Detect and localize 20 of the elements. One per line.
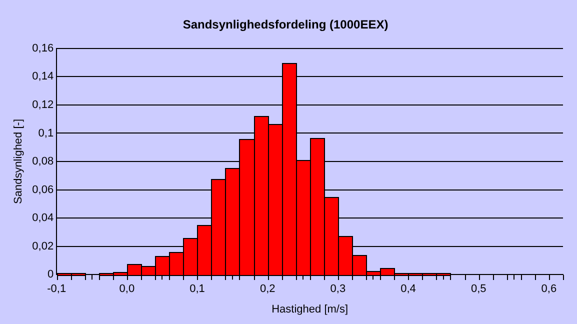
y-tick-label: 0,08 [32,156,54,168]
x-tick-label: 0,3 [330,283,346,296]
x-tick-label: 0,6 [541,283,557,296]
y-tick-label: 0,1 [38,127,54,140]
y-axis-title: Sandsynlighed [-] [12,119,25,204]
x-tick-label: -0,1 [47,283,66,296]
chart-title: Sandsynlighedsfordeling (1000EEX) [182,18,388,32]
x-tick-label: 0,1 [190,283,205,296]
y-tick-label: 0,16 [32,42,54,54]
y-tick-label: 0,12 [32,98,54,111]
y-tick-label: 0 [47,268,54,281]
y-tick-label: 0,06 [32,184,54,196]
y-tick-label: 0,02 [32,240,54,252]
y-tick-label: 0,04 [32,212,54,224]
y-tick-label: 0,14 [32,70,54,83]
x-tick-label: 0,5 [470,283,486,296]
x-tick-label: 0,4 [400,283,416,296]
x-tick-label: 0,0 [119,283,135,296]
x-tick-label: 0,2 [260,283,276,296]
x-axis-title: Hastighed [m/s] [272,303,348,316]
